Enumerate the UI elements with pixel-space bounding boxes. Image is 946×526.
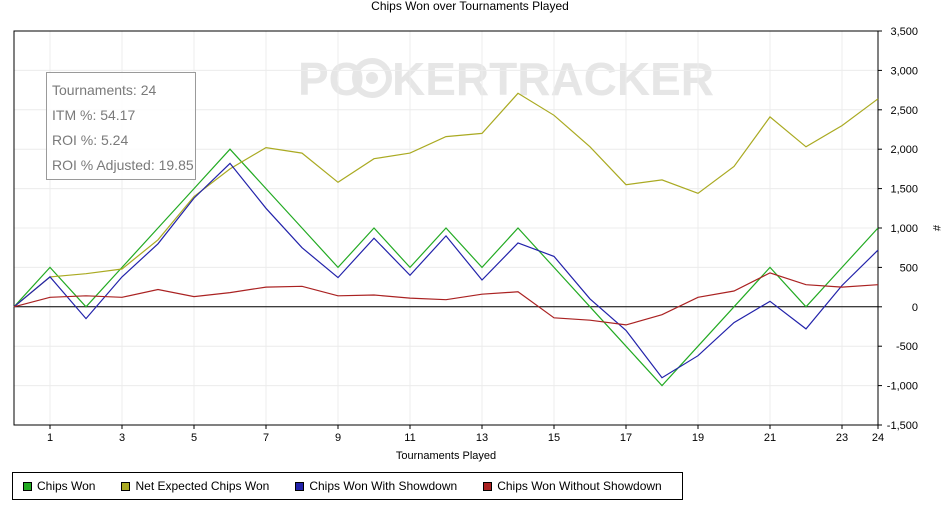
y-axis-label: # xyxy=(930,225,942,232)
x-tick-label: 1 xyxy=(47,432,53,444)
series-line-net-expected-chips-won xyxy=(13,92,879,308)
legend-label: Chips Won With Showdown xyxy=(309,479,458,493)
x-tick-label: 23 xyxy=(836,432,848,444)
x-tick-label: 13 xyxy=(476,432,488,444)
stat-roi-adjusted: ROI % Adjusted: 19.85 xyxy=(52,157,194,173)
series-line-chips-won-with-showdown xyxy=(13,162,879,379)
legend-swatch-without-showdown xyxy=(483,481,493,491)
series-line-chips-won-without-showdown xyxy=(13,272,879,326)
legend-label: Chips Won xyxy=(37,479,96,493)
legend-swatch-net-expected xyxy=(121,481,131,491)
legend-label: Chips Won Without Showdown xyxy=(497,479,662,493)
watermark-right: KERTRACKER xyxy=(392,53,714,105)
y-tick-label: 0 xyxy=(912,302,918,314)
y-axis: -1,500 -1,000 -500 0 500 1,000 1,500 2,000 2,500… xyxy=(878,26,918,432)
y-tick-label: 2,500 xyxy=(890,105,918,117)
legend-label: Net Expected Chips Won xyxy=(135,479,270,493)
x-tick-label: 17 xyxy=(620,432,632,444)
x-axis: 1 3 5 7 9 11 13 15 17 19 21 23 24 xyxy=(47,425,884,444)
legend-item-with-showdown[interactable]: Chips Won With Showdown xyxy=(295,479,457,493)
series-lines xyxy=(13,92,879,387)
series-line-chips-won xyxy=(13,148,879,387)
x-tick-label: 19 xyxy=(692,432,704,444)
x-tick-label: 11 xyxy=(404,432,415,444)
y-tick-label: -1,500 xyxy=(887,420,918,432)
y-tick-label: 3,500 xyxy=(890,26,918,38)
legend-item-chips-won[interactable]: Chips Won xyxy=(23,479,95,493)
legend: Chips Won Net Expected Chips Won Chips W… xyxy=(12,472,683,500)
legend-item-net-expected[interactable]: Net Expected Chips Won xyxy=(121,479,269,493)
stat-roi: ROI %: 5.24 xyxy=(52,132,129,148)
x-tick-label: 3 xyxy=(119,432,125,444)
legend-swatch-with-showdown xyxy=(295,481,305,491)
y-tick-label: 3,000 xyxy=(890,65,918,77)
y-tick-label: -1,000 xyxy=(887,381,918,393)
legend-item-without-showdown[interactable]: Chips Won Without Showdown xyxy=(483,479,662,493)
stats-box: Tournaments: 24 ITM %: 54.17 ROI %: 5.24… xyxy=(46,72,196,180)
y-tick-label: 500 xyxy=(900,262,918,274)
x-tick-label: 5 xyxy=(191,432,197,444)
x-tick-label: 15 xyxy=(548,432,560,444)
x-tick-label: 9 xyxy=(335,432,341,444)
x-tick-label: 24 xyxy=(872,432,884,444)
stat-itm: ITM %: 54.17 xyxy=(52,107,136,123)
stat-tournaments: Tournaments: 24 xyxy=(52,82,157,98)
y-tick-label: 1,000 xyxy=(890,223,918,235)
watermark-chip-icon xyxy=(352,58,392,98)
x-tick-label: 7 xyxy=(263,432,269,444)
legend-swatch-chips-won xyxy=(23,481,32,491)
chart-title: Chips Won over Tournaments Played xyxy=(371,0,569,13)
x-axis-label: Tournaments Played xyxy=(396,450,496,462)
y-tick-label: -500 xyxy=(896,341,918,353)
y-tick-label: 2,000 xyxy=(890,144,918,156)
x-tick-label: 21 xyxy=(764,432,776,444)
y-tick-label: 1,500 xyxy=(890,184,918,196)
